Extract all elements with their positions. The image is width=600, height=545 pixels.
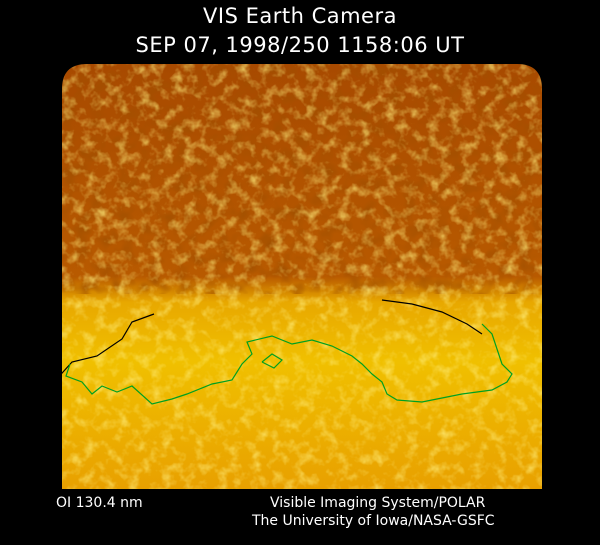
coastline-small bbox=[261, 353, 283, 369]
coastline-left bbox=[65, 323, 513, 405]
earth-camera-image bbox=[62, 64, 542, 489]
bright-texture bbox=[62, 64, 542, 489]
wavelength-label: OI 130.4 nm bbox=[56, 495, 143, 511]
image-title: VIS Earth Camera bbox=[203, 4, 397, 28]
instrument-label: Visible Imaging System/POLAR bbox=[270, 495, 486, 511]
institution-label: The University of Iowa/NASA-GSFC bbox=[252, 513, 495, 529]
image-timestamp: SEP 07, 1998/250 1158:06 UT bbox=[135, 33, 465, 57]
coastline-night-right bbox=[381, 299, 483, 335]
